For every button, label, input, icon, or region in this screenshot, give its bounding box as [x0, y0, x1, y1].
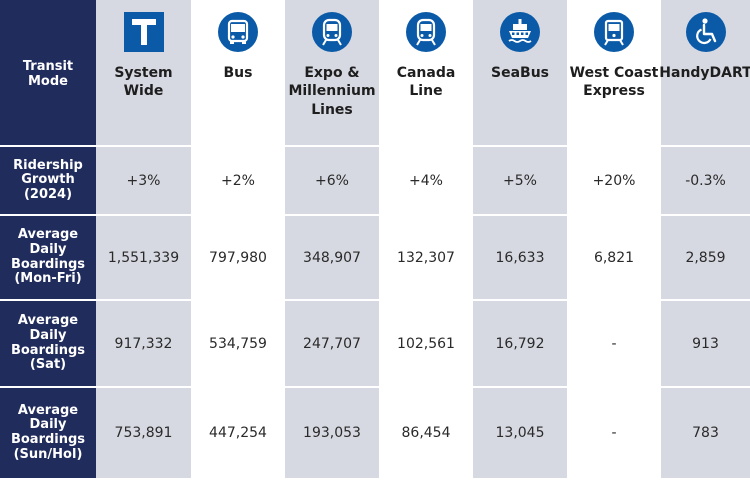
- ferry-icon: [500, 12, 540, 52]
- value-cell: 86,454: [379, 388, 473, 480]
- mode-label: Canada Line: [396, 65, 456, 100]
- mode-header-west-coast-express: West Coast Express: [567, 0, 661, 147]
- value-cell: +4%: [379, 147, 473, 216]
- commuter-train-icon: [594, 12, 634, 52]
- value-cell: +20%: [567, 147, 661, 216]
- mode-label: Bus: [223, 65, 253, 81]
- value-cell: 913: [661, 301, 750, 388]
- value-cell: 797,980: [191, 216, 285, 301]
- mode-label: West Coast Express: [569, 65, 659, 100]
- bus-icon: [218, 12, 258, 52]
- value-cell: 534,759: [191, 301, 285, 388]
- value-cell: -: [567, 388, 661, 480]
- value-cell: 2,859: [661, 216, 750, 301]
- mode-header-system-wide: System Wide: [96, 0, 191, 147]
- train-icon: [406, 12, 446, 52]
- corner-header: Transit Mode: [0, 0, 96, 147]
- value-cell: +5%: [473, 147, 567, 216]
- value-cell: 753,891: [96, 388, 191, 480]
- transit-t-icon: [123, 12, 164, 52]
- row-label-boardings-sun-hol: Average Daily Boardings (Sun/Hol): [0, 388, 96, 480]
- row-label-ridership-growth: Ridership Growth (2024): [0, 147, 96, 216]
- value-cell: 193,053: [285, 388, 379, 480]
- value-cell: -0.3%: [661, 147, 750, 216]
- mode-header-bus: Bus: [191, 0, 285, 147]
- value-cell: 447,254: [191, 388, 285, 480]
- value-cell: 783: [661, 388, 750, 480]
- value-cell: 102,561: [379, 301, 473, 388]
- row-label-boardings-mon-fri: Average Daily Boardings (Mon-Fri): [0, 216, 96, 301]
- mode-header-handydart: HandyDART: [659, 0, 750, 147]
- skytrain-icon: [312, 12, 352, 52]
- value-cell: 6,821: [567, 216, 661, 301]
- mode-header-canada-line: Canada Line: [379, 0, 473, 147]
- row-label-boardings-sat: Average Daily Boardings (Sat): [0, 301, 96, 388]
- value-cell: 16,792: [473, 301, 567, 388]
- value-cell: 16,633: [473, 216, 567, 301]
- mode-header-expo-millennium: Expo & Millennium Lines: [285, 0, 379, 147]
- mode-label: Expo & Millennium Lines: [288, 65, 376, 118]
- value-cell: 132,307: [379, 216, 473, 301]
- value-cell: +6%: [285, 147, 379, 216]
- value-cell: 247,707: [285, 301, 379, 388]
- mode-label: System Wide: [114, 65, 173, 100]
- value-cell: 13,045: [473, 388, 567, 480]
- mode-header-seabus: SeaBus: [473, 0, 567, 147]
- value-cell: 1,551,339: [96, 216, 191, 301]
- value-cell: -: [567, 301, 661, 388]
- value-cell: +2%: [191, 147, 285, 216]
- value-cell: 348,907: [285, 216, 379, 301]
- value-cell: 917,332: [96, 301, 191, 388]
- wheelchair-icon: [685, 12, 726, 52]
- mode-label: HandyDART: [659, 65, 750, 81]
- value-cell: +3%: [96, 147, 191, 216]
- mode-label: SeaBus: [491, 65, 549, 81]
